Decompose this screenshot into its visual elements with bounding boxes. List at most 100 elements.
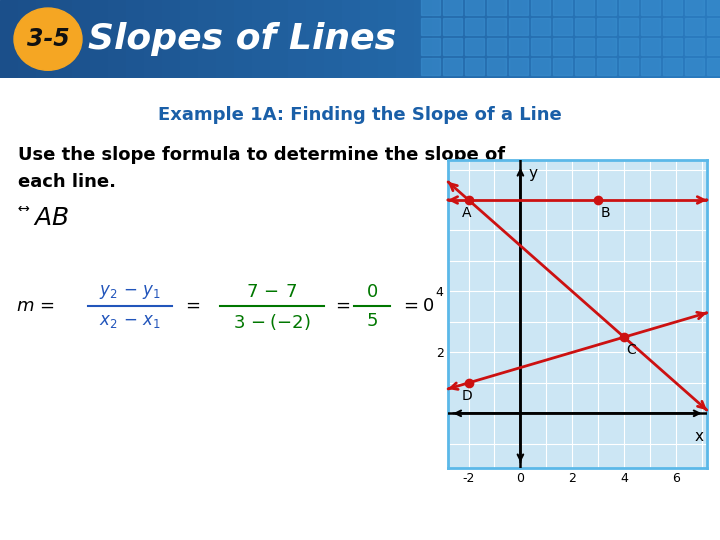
Bar (663, 0, 682, 15)
Bar (54, 0, 72, 78)
Text: $y_2\,-\,y_1$: $y_2\,-\,y_1$ (99, 283, 161, 301)
Bar (487, 38, 506, 55)
Text: each line.: each line. (18, 173, 116, 191)
Bar (144, 0, 162, 78)
Bar (360, 0, 378, 78)
Text: B: B (600, 206, 611, 220)
Bar (553, 18, 572, 35)
Bar (443, 58, 462, 75)
Bar (465, 0, 484, 15)
Bar (126, 0, 144, 78)
Bar (685, 58, 704, 75)
Bar (597, 0, 616, 15)
Bar (531, 0, 550, 15)
Text: D: D (462, 389, 473, 403)
Bar (576, 0, 594, 78)
Bar (641, 0, 660, 15)
Text: C: C (626, 343, 636, 357)
Bar (421, 0, 440, 15)
Text: $= 0$: $= 0$ (400, 297, 434, 315)
Bar (685, 0, 704, 15)
Bar (509, 58, 528, 75)
Bar (597, 58, 616, 75)
Bar (648, 0, 666, 78)
Bar (306, 0, 324, 78)
Bar (486, 0, 504, 78)
Bar (443, 0, 462, 15)
Bar (36, 0, 54, 78)
Bar (702, 0, 720, 78)
Bar (18, 0, 36, 78)
Text: Holt Geometry: Holt Geometry (14, 514, 129, 528)
Bar (531, 38, 550, 55)
Bar (707, 0, 720, 15)
Bar (707, 18, 720, 35)
Bar (509, 38, 528, 55)
Text: $3\,-(-2)$: $3\,-(-2)$ (233, 312, 311, 332)
Bar (619, 18, 638, 35)
Bar (509, 18, 528, 35)
Bar (421, 38, 440, 55)
Bar (707, 58, 720, 75)
Ellipse shape (14, 8, 82, 70)
Bar (504, 0, 522, 78)
Bar (531, 18, 550, 35)
Bar (432, 0, 450, 78)
Bar (531, 58, 550, 75)
Bar (685, 38, 704, 55)
Bar (396, 0, 414, 78)
Bar (180, 0, 198, 78)
Bar (641, 18, 660, 35)
Bar (465, 38, 484, 55)
Bar (443, 18, 462, 35)
Bar (342, 0, 360, 78)
Bar (270, 0, 288, 78)
Text: 3-5: 3-5 (27, 27, 69, 51)
Text: Example 1A: Finding the Slope of a Line: Example 1A: Finding the Slope of a Line (158, 106, 562, 124)
Text: $m\,{=}$: $m\,{=}$ (16, 297, 55, 315)
Text: $7\,-\,7$: $7\,-\,7$ (246, 283, 297, 301)
Bar (641, 58, 660, 75)
Bar (575, 38, 594, 55)
Bar (619, 38, 638, 55)
Text: x: x (695, 429, 703, 443)
Bar (252, 0, 270, 78)
Text: $x_2\,-\,x_1$: $x_2\,-\,x_1$ (99, 312, 161, 330)
Text: =: = (336, 297, 351, 315)
Bar (594, 0, 612, 78)
Bar (378, 0, 396, 78)
Text: =: = (186, 297, 200, 315)
Bar (597, 18, 616, 35)
Bar (216, 0, 234, 78)
Bar (450, 0, 468, 78)
Bar (162, 0, 180, 78)
Text: $0$: $0$ (366, 283, 378, 301)
Text: y: y (528, 166, 537, 181)
Bar (234, 0, 252, 78)
Bar (707, 38, 720, 55)
Bar (684, 0, 702, 78)
Bar (0, 0, 18, 78)
Bar (666, 0, 684, 78)
Bar (487, 0, 506, 15)
Bar (108, 0, 126, 78)
Bar (522, 0, 540, 78)
Bar (575, 58, 594, 75)
Bar (663, 58, 682, 75)
Bar (612, 0, 630, 78)
Bar (443, 38, 462, 55)
Bar (90, 0, 108, 78)
Text: Slopes of Lines: Slopes of Lines (88, 22, 396, 56)
Bar (558, 0, 576, 78)
Bar (421, 58, 440, 75)
Bar (540, 0, 558, 78)
Bar (465, 58, 484, 75)
Bar (487, 58, 506, 75)
Bar (465, 18, 484, 35)
Bar (509, 0, 528, 15)
Bar (468, 0, 486, 78)
Bar (324, 0, 342, 78)
Bar (630, 0, 648, 78)
Bar (421, 18, 440, 35)
Text: $\overleftrightarrow{AB}$: $\overleftrightarrow{AB}$ (18, 206, 69, 230)
